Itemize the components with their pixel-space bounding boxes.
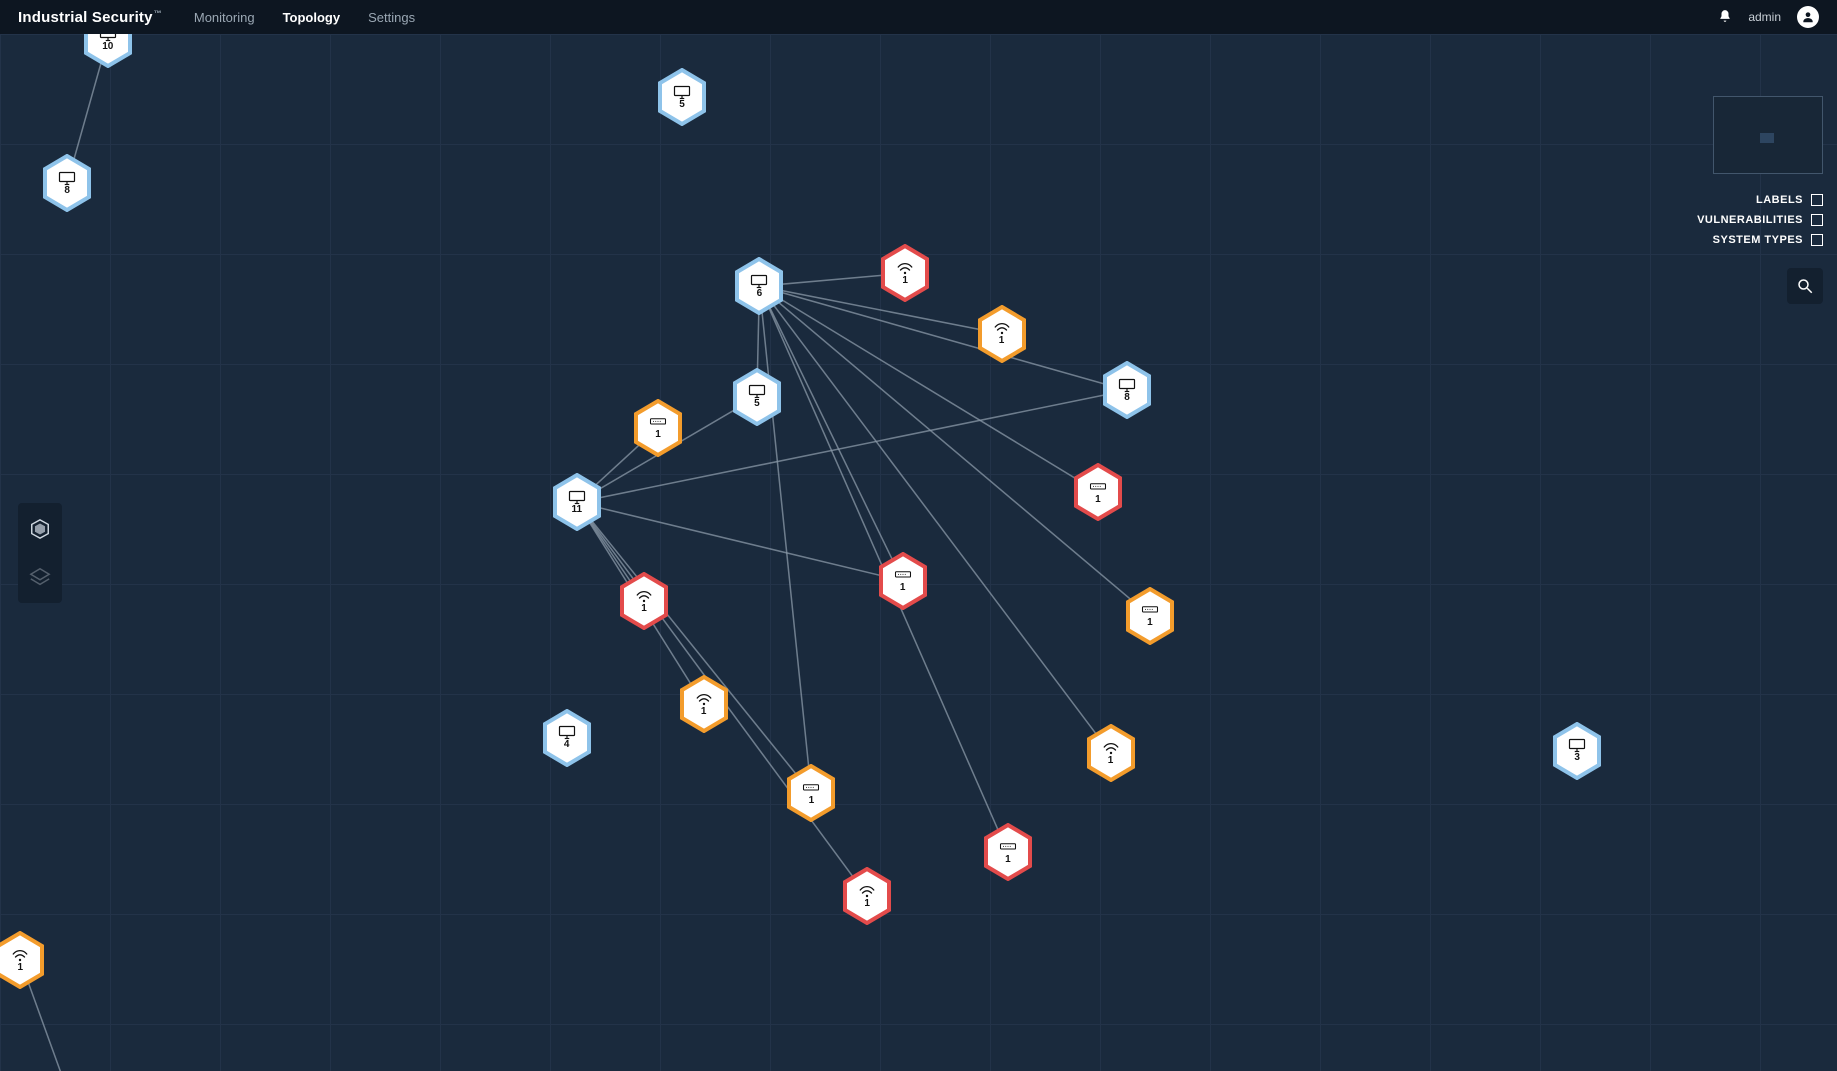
device-icon [1089,480,1107,494]
device-icon [1141,603,1159,617]
topology-node[interactable]: 1 [618,572,670,630]
topology-canvas[interactable]: 10 8 5 6 1 1 8 5 1 [0,34,1837,1071]
wifi-icon [993,321,1011,335]
topnav: Industrial Security™ Monitoring Topology S… [0,0,1837,34]
topology-node[interactable]: 5 [731,368,783,426]
node-count: 1 [864,899,870,909]
monitor-icon [558,725,576,739]
wifi-icon [858,884,876,898]
toggle-system-types[interactable]: SYSTEM TYPES [1713,234,1823,246]
nav-right: admin [1718,6,1819,28]
topology-node[interactable]: 8 [41,154,93,212]
monitor-icon [750,274,768,288]
toggle-label: LABELS [1756,194,1803,206]
monitor-icon [748,384,766,398]
node-count: 1 [809,796,815,806]
topology-node[interactable]: 11 [551,473,603,531]
device-icon [894,568,912,582]
toggle-vulnerabilities[interactable]: VULNERABILITIES [1697,214,1823,226]
topology-node[interactable]: 1 [976,305,1028,363]
wifi-icon [695,692,713,706]
topology-node[interactable]: 1 [877,552,929,610]
topology-node[interactable]: 1 [982,823,1034,881]
toggle-label: SYSTEM TYPES [1713,234,1803,246]
node-count: 6 [757,289,763,299]
node-count: 1 [655,430,661,440]
device-icon [802,781,820,795]
view-hex-icon[interactable] [28,517,52,541]
node-count: 1 [1147,618,1153,628]
nav-tabs: Monitoring Topology Settings [194,10,415,25]
minimap[interactable] [1713,96,1823,174]
node-count: 1 [999,336,1005,346]
node-count: 8 [1124,393,1130,403]
trademark-symbol: ™ [154,9,162,18]
node-count: 1 [1095,495,1101,505]
topology-node[interactable]: 5 [656,68,708,126]
nav-tab-settings[interactable]: Settings [368,10,415,25]
toggle-labels[interactable]: LABELS [1756,194,1823,206]
brand: Industrial Security™ [18,9,162,26]
wifi-icon [635,589,653,603]
topology-node[interactable]: 1 [632,399,684,457]
node-count: 1 [701,707,707,717]
node-count: 3 [1574,753,1580,763]
node-count: 5 [754,399,760,409]
wifi-icon [11,948,29,962]
view-layers-icon[interactable] [28,565,52,589]
topology-node[interactable]: 1 [785,764,837,822]
checkbox-icon [1811,214,1823,226]
search-button[interactable] [1787,268,1823,304]
monitor-icon [99,34,117,41]
nav-tab-monitoring[interactable]: Monitoring [194,10,255,25]
topology-node[interactable]: 6 [733,257,785,315]
topology-node[interactable]: 10 [82,34,134,68]
node-count: 8 [64,186,70,196]
monitor-icon [568,490,586,504]
topology-node[interactable]: 1 [678,675,730,733]
toggle-label: VULNERABILITIES [1697,214,1803,226]
topology-node[interactable]: 8 [1101,361,1153,419]
node-count: 10 [102,42,113,52]
topology-node[interactable]: 1 [0,931,46,989]
monitor-icon [673,85,691,99]
topology-node[interactable]: 1 [1124,587,1176,645]
node-count: 11 [572,505,583,515]
node-count: 1 [1108,756,1114,766]
checkbox-icon [1811,194,1823,206]
overlay-toggles: LABELS VULNERABILITIES SYSTEM TYPES [1697,194,1823,246]
topology-node[interactable]: 1 [841,867,893,925]
node-count: 1 [1005,855,1011,865]
username-label: admin [1748,10,1781,24]
monitor-icon [58,171,76,185]
notifications-icon[interactable] [1718,9,1732,26]
device-icon [999,840,1017,854]
node-count: 1 [18,963,24,973]
nav-tab-topology[interactable]: Topology [283,10,341,25]
wifi-icon [896,261,914,275]
node-count: 4 [564,740,570,750]
topology-node[interactable]: 4 [541,709,593,767]
left-toolbar [18,503,62,603]
node-count: 5 [679,100,685,110]
monitor-icon [1568,738,1586,752]
device-icon [649,415,667,429]
node-count: 1 [900,583,906,593]
user-avatar-icon[interactable] [1797,6,1819,28]
topology-node[interactable]: 1 [1072,463,1124,521]
topology-node[interactable]: 1 [1085,724,1137,782]
topology-node[interactable]: 3 [1551,722,1603,780]
topology-node[interactable]: 1 [879,244,931,302]
monitor-icon [1118,378,1136,392]
checkbox-icon [1811,234,1823,246]
brand-name: Industrial Security [18,9,153,26]
node-count: 1 [641,604,647,614]
wifi-icon [1102,741,1120,755]
node-count: 1 [902,276,908,286]
